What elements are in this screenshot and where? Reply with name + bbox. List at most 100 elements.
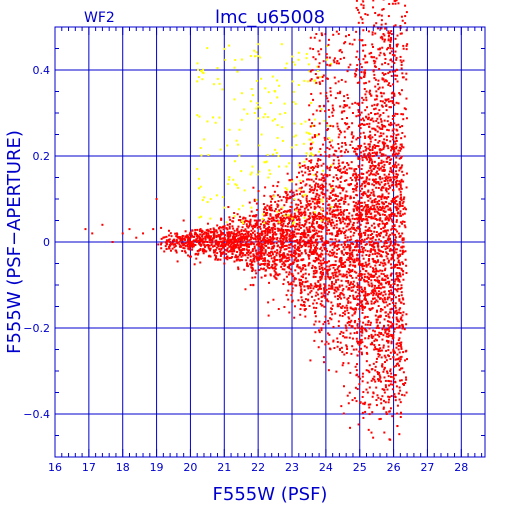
data-point [404, 135, 406, 137]
data-point [243, 239, 245, 241]
data-point [307, 254, 309, 256]
data-point [336, 244, 338, 246]
data-point [304, 184, 306, 186]
data-point [370, 192, 372, 194]
data-point [122, 232, 124, 234]
data-point [289, 230, 291, 232]
data-point [259, 107, 261, 109]
data-point [328, 322, 330, 324]
data-point [236, 229, 238, 231]
data-point [285, 67, 287, 69]
data-point [404, 382, 406, 384]
data-point [405, 350, 407, 352]
data-point [213, 227, 215, 229]
data-point [404, 107, 406, 109]
data-point [254, 276, 256, 278]
data-point [368, 320, 370, 322]
data-point [398, 327, 400, 329]
data-point [298, 84, 300, 86]
data-point [358, 22, 360, 24]
data-point [397, 280, 399, 282]
data-point [334, 313, 336, 315]
data-point [376, 292, 378, 294]
data-point [389, 238, 391, 240]
data-point [369, 327, 371, 329]
data-point [316, 247, 318, 249]
data-point [348, 287, 350, 289]
data-point [387, 156, 389, 158]
data-point [357, 275, 359, 277]
data-point [194, 232, 196, 234]
data-point [359, 63, 361, 65]
data-point [354, 73, 356, 75]
data-point [398, 267, 400, 269]
data-point [274, 201, 276, 203]
data-point [329, 64, 331, 66]
data-point [260, 228, 262, 230]
data-point [344, 265, 346, 267]
data-point [349, 250, 351, 252]
data-point [319, 110, 321, 112]
data-point [202, 249, 204, 251]
data-point [309, 250, 311, 252]
data-point [301, 187, 303, 189]
data-point [357, 214, 359, 216]
data-point [300, 237, 302, 239]
data-point [168, 230, 170, 232]
data-point [332, 194, 334, 196]
data-point [361, 66, 363, 68]
data-point [290, 243, 292, 245]
data-point [392, 302, 394, 304]
data-point [362, 50, 364, 52]
data-point [238, 247, 240, 249]
data-point [331, 238, 333, 240]
data-point [385, 301, 387, 303]
data-point [386, 190, 388, 192]
data-point [379, 347, 381, 349]
data-point [400, 416, 402, 418]
data-point [386, 413, 388, 415]
data-point [366, 123, 368, 125]
data-point [224, 244, 226, 246]
data-point [315, 292, 317, 294]
data-point [399, 262, 401, 264]
data-point [191, 230, 193, 232]
data-point [391, 212, 393, 214]
data-point [375, 165, 377, 167]
data-point [182, 235, 184, 237]
data-point [308, 231, 310, 233]
data-point [321, 219, 323, 221]
data-point [398, 188, 400, 190]
data-point [396, 204, 398, 206]
data-point [328, 369, 330, 371]
data-point [346, 271, 348, 273]
data-point [196, 114, 198, 116]
data-point [268, 241, 270, 243]
data-point [200, 245, 202, 247]
data-point [399, 360, 401, 362]
data-point [404, 328, 406, 330]
data-point [406, 45, 408, 47]
data-point [390, 325, 392, 327]
data-point [333, 227, 335, 229]
data-point [299, 166, 301, 168]
data-point [391, 279, 393, 281]
data-point [386, 255, 388, 257]
data-point [392, 48, 394, 50]
data-point [391, 200, 393, 202]
data-point [402, 20, 404, 22]
data-point [364, 403, 366, 405]
data-point [343, 203, 345, 205]
data-point [393, 122, 395, 124]
data-point [379, 316, 381, 318]
data-point [316, 230, 318, 232]
data-point [391, 171, 393, 173]
data-point [233, 215, 235, 217]
data-point [393, 104, 395, 106]
data-point [371, 308, 373, 310]
data-point [376, 348, 378, 350]
data-point [304, 212, 306, 214]
data-point [354, 397, 356, 399]
data-point [288, 222, 290, 224]
data-point [371, 411, 373, 413]
